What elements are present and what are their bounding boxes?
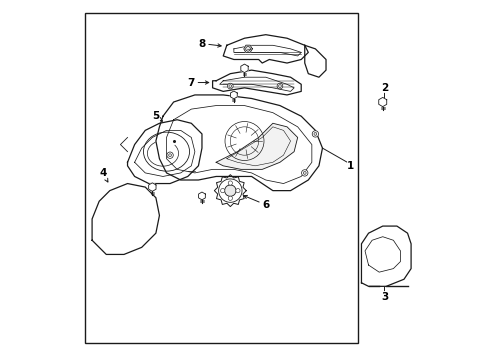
Circle shape xyxy=(235,189,240,193)
Circle shape xyxy=(301,170,307,176)
Polygon shape xyxy=(156,95,322,191)
Circle shape xyxy=(277,83,282,89)
Circle shape xyxy=(303,171,305,174)
Polygon shape xyxy=(361,226,410,286)
Polygon shape xyxy=(148,183,156,192)
Circle shape xyxy=(311,131,318,137)
Polygon shape xyxy=(240,64,248,73)
Polygon shape xyxy=(198,192,205,200)
Circle shape xyxy=(227,83,233,89)
Circle shape xyxy=(245,46,250,51)
Polygon shape xyxy=(212,70,301,95)
Polygon shape xyxy=(304,45,325,77)
Text: 4: 4 xyxy=(99,168,108,182)
Polygon shape xyxy=(127,120,202,184)
Circle shape xyxy=(228,196,232,201)
Circle shape xyxy=(228,85,231,87)
Polygon shape xyxy=(216,123,297,169)
Text: 2: 2 xyxy=(380,83,387,93)
Polygon shape xyxy=(223,35,307,63)
Bar xyxy=(85,13,357,343)
Circle shape xyxy=(166,152,173,158)
Circle shape xyxy=(220,189,224,193)
Polygon shape xyxy=(244,45,252,53)
Polygon shape xyxy=(92,184,159,255)
Circle shape xyxy=(224,185,236,196)
Polygon shape xyxy=(378,98,386,107)
Circle shape xyxy=(278,85,281,87)
Polygon shape xyxy=(214,175,246,207)
Text: 6: 6 xyxy=(244,195,269,210)
Polygon shape xyxy=(230,91,237,99)
Circle shape xyxy=(218,179,242,202)
Text: 8: 8 xyxy=(198,39,221,49)
Circle shape xyxy=(168,154,171,157)
Text: 5: 5 xyxy=(152,111,162,121)
Circle shape xyxy=(313,132,316,135)
Text: 7: 7 xyxy=(187,77,208,87)
Text: 1: 1 xyxy=(346,161,354,171)
Circle shape xyxy=(228,181,232,185)
Text: 3: 3 xyxy=(380,292,387,302)
